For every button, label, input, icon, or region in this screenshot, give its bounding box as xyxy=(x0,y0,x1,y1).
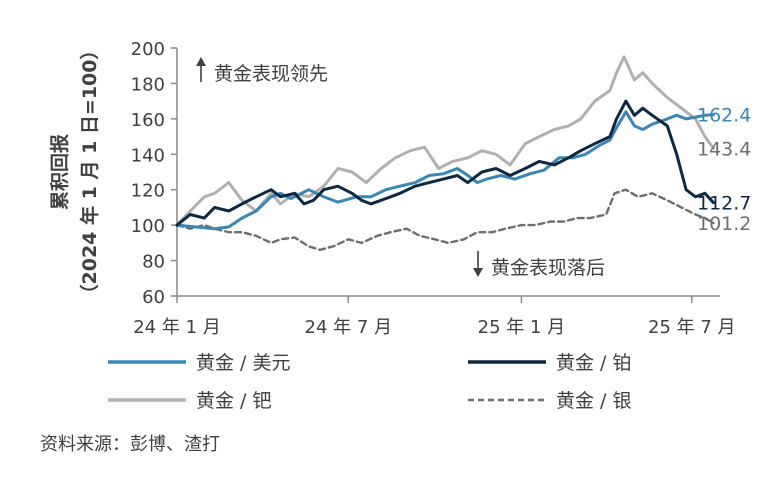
annotation-down-text: 黄金表现落后 xyxy=(491,257,605,279)
annotation-up-text: 黄金表现领先 xyxy=(214,63,328,85)
end-label-3: 101.2 xyxy=(697,213,751,235)
y-tick-label: 180 xyxy=(131,74,165,95)
y-tick-label: 160 xyxy=(131,110,165,131)
y-ticks: 200 180 160 140 120 100 80 60 xyxy=(131,39,177,308)
legend-label-0: 黄金 / 美元 xyxy=(196,352,290,374)
x-tick-label: 25 年 7 月 xyxy=(648,317,736,338)
y-tick-label: 200 xyxy=(131,39,165,60)
annotation-up: 黄金表现领先 xyxy=(196,57,328,85)
end-labels: 162.4 112.7 143.4 101.2 xyxy=(697,105,751,235)
annotation-down: 黄金表现落后 xyxy=(473,251,605,279)
y-tick-label: 120 xyxy=(131,181,165,202)
x-tick-label: 24 年 7 月 xyxy=(305,317,393,338)
source-note: 资料来源：彭博、渣打 xyxy=(40,434,220,455)
legend-label-2: 黄金 / 钯 xyxy=(196,390,271,412)
y-tick-label: 140 xyxy=(131,145,165,166)
y-tick-label: 60 xyxy=(142,287,165,308)
x-ticks: 24 年 1 月 24 年 7 月 25 年 1 月 25 年 7 月 xyxy=(133,296,736,338)
series-line-0 xyxy=(175,110,715,231)
legend: 黄金 / 美元 黄金 / 铂黄金 / 钯 黄金 / 银 xyxy=(108,352,631,412)
y-tick-label: 80 xyxy=(142,252,165,273)
x-tick-label: 25 年 1 月 xyxy=(478,317,566,338)
y-axis-label-line2: （2024 年 1 月 1 日=100） xyxy=(78,41,101,304)
series-line-3 xyxy=(175,188,715,252)
series-line-1 xyxy=(175,99,715,227)
end-label-0: 162.4 xyxy=(697,105,751,127)
end-label-1: 112.7 xyxy=(697,193,751,215)
legend-label-3: 黄金 / 银 xyxy=(556,390,631,412)
x-tick-label: 24 年 1 月 xyxy=(133,317,221,338)
legend-label-1: 黄金 / 铂 xyxy=(556,352,631,374)
arrow-down-head-icon xyxy=(473,268,483,277)
arrow-up-head-icon xyxy=(196,57,206,66)
end-label-2: 143.4 xyxy=(697,138,751,160)
series-group xyxy=(175,55,715,252)
y-axis-label-line1: 累积回报 xyxy=(48,134,71,210)
y-tick-label: 100 xyxy=(131,216,165,237)
y-axis-label: 累积回报 （2024 年 1 月 1 日=100） xyxy=(48,41,101,304)
series-line-2 xyxy=(175,55,715,227)
